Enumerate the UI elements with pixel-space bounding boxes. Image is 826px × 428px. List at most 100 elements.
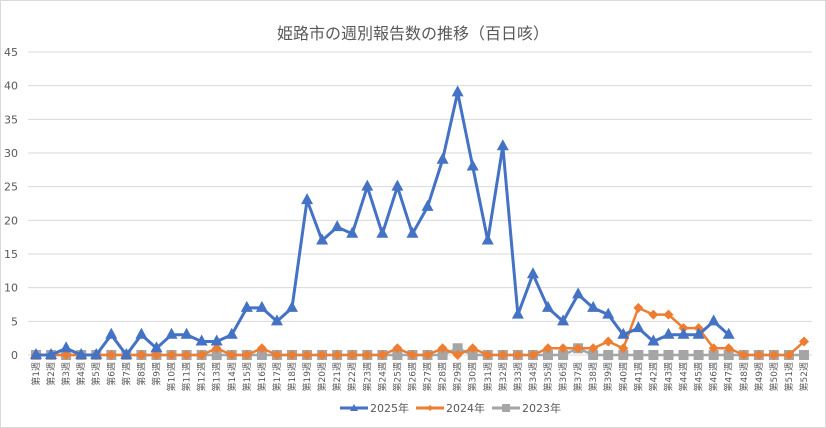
chart-title: 姫路市の週別報告数の推移（百日咳） (276, 24, 549, 43)
data-point (452, 343, 463, 354)
data-point (225, 327, 238, 339)
data-point (347, 350, 358, 360)
x-tick-label: 第32週 (497, 362, 509, 391)
data-point (526, 267, 539, 279)
x-tick-label: 第1週 (30, 362, 42, 386)
data-point (602, 307, 615, 319)
data-point (195, 334, 208, 346)
data-point (181, 350, 192, 360)
data-point (135, 327, 148, 339)
data-point (708, 343, 719, 354)
x-tick-label: 第15週 (241, 362, 253, 391)
data-point (421, 199, 434, 211)
legend: 2025年 2024年 2023年 (340, 401, 561, 415)
data-point (799, 350, 809, 360)
data-point (723, 350, 734, 360)
y-tick-label: 45 (4, 46, 18, 59)
data-point (587, 300, 600, 312)
x-tick-label: 第19週 (301, 362, 313, 391)
data-point (648, 309, 659, 320)
data-point (361, 179, 374, 191)
data-point (331, 220, 344, 232)
x-tick-label: 第44週 (678, 362, 690, 391)
x-tick-label: 第39週 (602, 362, 614, 391)
x-tick-label: 第3週 (60, 362, 72, 386)
data-point (648, 350, 659, 360)
data-point (677, 327, 690, 339)
x-tick-label: 第30週 (467, 362, 479, 391)
data-point (436, 152, 449, 164)
data-point (256, 343, 267, 354)
data-point (511, 307, 524, 319)
data-point (211, 343, 222, 354)
data-point (180, 327, 193, 339)
data-point (588, 350, 599, 360)
data-point (618, 343, 629, 354)
data-point (61, 350, 72, 360)
legend-label: 2024年 (446, 401, 485, 415)
x-tick-label: 第11週 (181, 362, 193, 391)
x-tick-label: 第50週 (768, 362, 780, 391)
data-point (166, 350, 177, 360)
x-tick-label: 第38週 (587, 362, 599, 391)
data-point (663, 350, 674, 360)
data-point (783, 350, 794, 360)
data-point (693, 350, 704, 360)
x-tick-label: 第42週 (647, 362, 659, 391)
data-point (30, 348, 42, 359)
data-point (60, 341, 73, 353)
data-point (738, 350, 749, 360)
data-point (603, 350, 614, 360)
y-tick-label: 20 (4, 214, 18, 227)
y-tick-label: 35 (4, 113, 18, 126)
x-tick-label: 第17週 (271, 362, 283, 391)
data-point (557, 314, 570, 326)
x-tick-label: 第41週 (632, 362, 644, 391)
data-point (240, 300, 253, 312)
x-tick-label: 第35週 (542, 362, 554, 391)
x-tick-label: 第49週 (753, 362, 765, 391)
data-point (496, 139, 509, 151)
x-tick-label: 第34週 (527, 362, 539, 391)
data-point (287, 350, 297, 360)
x-tick-label: 第45週 (693, 362, 705, 391)
data-point (722, 327, 735, 339)
x-tick-label: 第16週 (256, 362, 268, 391)
data-point (286, 300, 298, 312)
data-point (542, 300, 554, 312)
data-point (105, 327, 118, 339)
data-point (270, 314, 283, 326)
data-point (376, 226, 389, 238)
data-point (332, 350, 343, 360)
x-tick-label: 第5週 (90, 362, 102, 386)
x-tick-label: 第23週 (361, 362, 373, 391)
data-point (707, 314, 720, 326)
x-tick-label: 第48週 (738, 362, 750, 391)
x-tick-label: 第51週 (783, 362, 795, 391)
data-point (316, 233, 329, 245)
data-point (362, 350, 373, 360)
data-point (255, 300, 268, 312)
series-2025年 (30, 85, 735, 359)
data-point (301, 193, 314, 205)
x-tick-label: 第14週 (226, 362, 238, 391)
data-point (196, 350, 207, 360)
data-point (708, 350, 719, 360)
x-tick-label: 第24週 (376, 362, 388, 391)
x-tick-label: 第36週 (557, 362, 569, 391)
x-tick-label: 第18週 (286, 362, 298, 391)
data-point (437, 350, 448, 360)
data-point (437, 343, 448, 354)
x-tick-label: 第2週 (45, 362, 57, 386)
data-point (211, 350, 222, 360)
x-tick-label: 第46週 (708, 362, 720, 391)
data-point (633, 302, 644, 313)
series-2023年 (31, 343, 809, 360)
y-tick-label: 0 (11, 349, 18, 362)
data-point (377, 350, 388, 360)
data-point (106, 350, 117, 360)
data-point (45, 348, 58, 359)
data-point (482, 350, 493, 360)
data-point (467, 343, 478, 354)
